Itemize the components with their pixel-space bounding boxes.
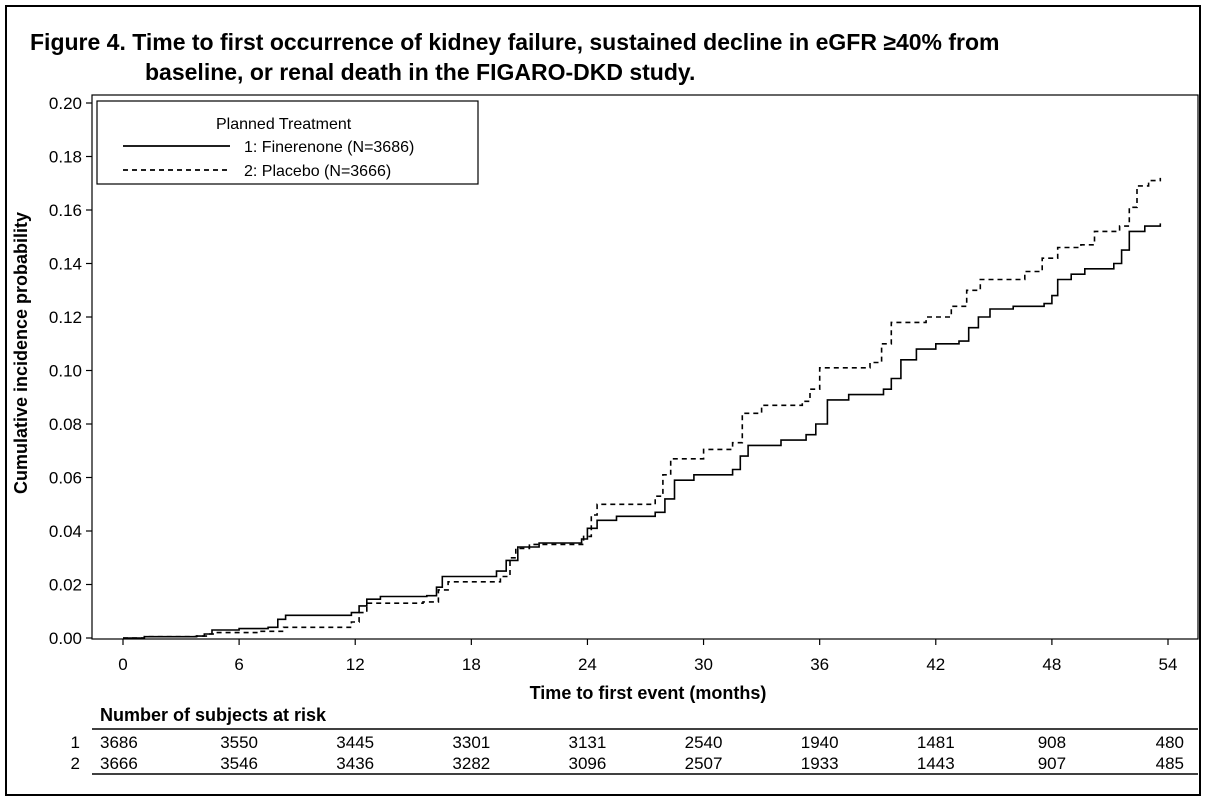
- risk-cell: 3546: [220, 754, 258, 773]
- risk-row-label: 1: [71, 733, 80, 752]
- y-tick-label: 0.00: [49, 629, 82, 648]
- legend: Planned Treatment 1: Finerenone (N=3686)…: [96, 100, 479, 185]
- y-tick-label: 0.12: [49, 308, 82, 327]
- risk-cell: 480: [1156, 733, 1184, 752]
- risk-cell: 3550: [220, 733, 258, 752]
- risk-row-label: 2: [71, 754, 80, 773]
- y-tick-label: 0.08: [49, 415, 82, 434]
- risk-cell: 908: [1038, 733, 1066, 752]
- x-tick-label: 54: [1159, 655, 1178, 674]
- risk-cell: 2507: [685, 754, 723, 773]
- risk-cell: 1940: [801, 733, 839, 752]
- risk-cell: 485: [1156, 754, 1184, 773]
- risk-cell: 3686: [100, 733, 138, 752]
- y-tick-label: 0.10: [49, 362, 82, 381]
- risk-cell: 907: [1038, 754, 1066, 773]
- risk-cell: 1933: [801, 754, 839, 773]
- risk-cell: 3096: [569, 754, 607, 773]
- risk-cell: 3301: [452, 733, 490, 752]
- risk-cell: 3666: [100, 754, 138, 773]
- series-line-placebo: [123, 177, 1162, 639]
- x-tick-label: 42: [926, 655, 945, 674]
- x-tick-label: 18: [462, 655, 481, 674]
- y-tick-label: 0.14: [49, 255, 82, 274]
- x-tick-label: 36: [810, 655, 829, 674]
- risk-cell: 3436: [336, 754, 374, 773]
- figure-title-line-2: baseline, or renal death in the FIGARO-D…: [145, 59, 696, 85]
- series-line-finerenone: [123, 223, 1162, 639]
- y-tick-label: 0.18: [49, 148, 82, 167]
- y-tick-label: 0.02: [49, 576, 82, 595]
- y-axis: 0.00 0.02 0.04 0.06 0.08 0.10 0.12 0.14 0.16 0.18…: [49, 94, 92, 648]
- x-tick-label: 12: [346, 655, 365, 674]
- x-tick-label: 6: [234, 655, 243, 674]
- y-tick-label: 0.06: [49, 469, 82, 488]
- x-tick-label: 30: [694, 655, 713, 674]
- x-tick-label: 0: [118, 655, 127, 674]
- risk-cell: 3131: [569, 733, 607, 752]
- legend-entry-placebo: 2: Placebo (N=3666): [244, 163, 391, 180]
- y-tick-label: 0.20: [49, 94, 82, 113]
- x-axis: 0 6 12 18 24 30 36 42 48 54: [118, 639, 1177, 674]
- risk-cell: 3282: [452, 754, 490, 773]
- risk-cell: 2540: [685, 733, 723, 752]
- series-layer: [123, 177, 1162, 639]
- risk-table-title: Number of subjects at risk: [100, 705, 327, 725]
- y-tick-label: 0.16: [49, 201, 82, 220]
- legend-title: Planned Treatment: [216, 116, 352, 133]
- figure-title-line-1: Figure 4. Time to first occurrence of ki…: [30, 29, 1000, 55]
- legend-entry-finerenone: 1: Finerenone (N=3686): [244, 139, 414, 156]
- risk-cell: 1481: [917, 733, 955, 752]
- x-axis-title: Time to first event (months): [530, 683, 767, 703]
- plot-area: [91, 94, 1199, 640]
- y-axis-title: Cumulative incidence probability: [11, 212, 31, 494]
- risk-cell: 3445: [336, 733, 374, 752]
- risk-table: Number of subjects at risk 1 3686 3550 3445…: [71, 705, 1198, 775]
- figure-frame: [5, 5, 1201, 796]
- risk-cell: 1443: [917, 754, 955, 773]
- x-tick-label: 48: [1042, 655, 1061, 674]
- y-tick-label: 0.04: [49, 522, 82, 541]
- x-tick-label: 24: [578, 655, 597, 674]
